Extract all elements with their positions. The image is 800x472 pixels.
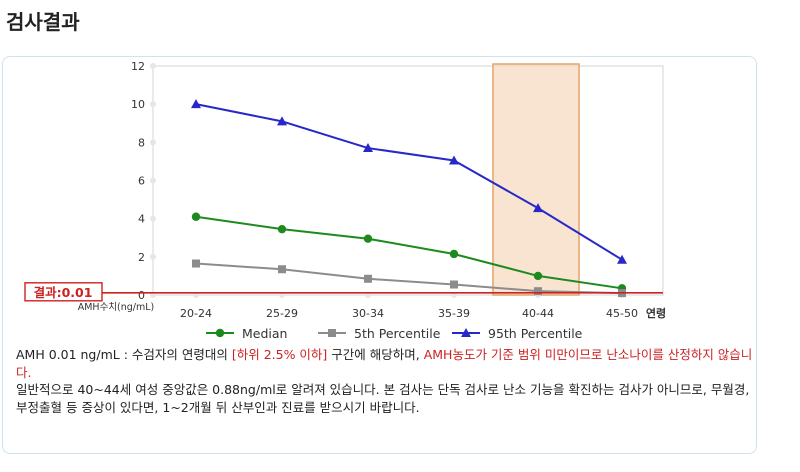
point-median — [277, 224, 287, 234]
point-5th-percentile — [534, 287, 542, 296]
x-tick-label: 30-34 — [352, 307, 384, 320]
point-median — [449, 249, 459, 259]
y-tick-dot — [150, 63, 156, 69]
point-95th-percentile — [363, 143, 373, 153]
highlight-band-40-44 — [492, 63, 580, 296]
y-tick-label: 0 — [138, 289, 145, 302]
legend-marker-5th-percentile — [328, 329, 336, 337]
y-tick-label: 4 — [138, 213, 145, 226]
y-tick-dot — [150, 253, 156, 260]
x-tick-label: 40-44 — [522, 307, 554, 320]
series-line-95th-percentile — [195, 103, 623, 261]
point-median — [363, 234, 373, 243]
series-line-median — [195, 215, 623, 290]
explanation-mid: 구간에 해당하며, — [327, 347, 424, 362]
point-95th-percentile — [449, 155, 459, 165]
legend-marker-95th-percentile — [461, 328, 471, 337]
explanation-prefix: AMH 0.01 ng/mL : 수검자의 연령대의 — [16, 347, 232, 362]
x-tick-label: 25-29 — [266, 307, 298, 320]
y-tick-dot — [150, 215, 156, 222]
point-5th-percentile — [364, 274, 372, 283]
result-label: 결과:0.01 — [34, 285, 93, 300]
y-tick-label: 8 — [138, 136, 145, 149]
explanation-line-1: AMH 0.01 ng/mL : 수검자의 연령대의 [하위 2.5% 이하] … — [16, 346, 756, 381]
point-median — [533, 271, 543, 281]
point-95th-percentile — [277, 116, 287, 126]
result-card — [2, 56, 757, 454]
explanation-line-2: 일반적으로 40~44세 여성 중앙값은 0.88ng/ml로 알려져 있습니다… — [16, 382, 750, 415]
legend-label-median: Median — [242, 326, 287, 341]
x-axis-label: 연령 — [646, 306, 666, 320]
point-5th-percentile — [192, 259, 200, 268]
result-label-box — [24, 282, 103, 302]
point-5th-percentile — [278, 265, 286, 274]
y-tick-dot — [150, 177, 156, 184]
page-title: 검사결과 — [6, 10, 80, 34]
point-95th-percentile — [617, 254, 627, 264]
legend-label-5th-percentile: 5th Percentile — [354, 326, 441, 341]
legend-marker-median — [215, 328, 225, 338]
series-line-5th-percentile — [195, 262, 623, 295]
x-tick-label: 35-39 — [438, 307, 470, 320]
result-explanation: AMH 0.01 ng/mL : 수검자의 연령대의 [하위 2.5% 이하] … — [16, 346, 756, 416]
y-axis-label: AMH수치(ng/mL) — [78, 301, 155, 313]
amh-chart: 0 2 4 6 8 10 12 AMH수치(ng/mL) 20-24 25-29 30-34 35-… — [24, 60, 666, 341]
y-tick-dot — [150, 101, 156, 108]
x-tick-label: 20-24 — [180, 307, 212, 320]
point-95th-percentile — [191, 99, 201, 109]
point-95th-percentile — [533, 203, 543, 213]
y-tick-dot — [150, 139, 156, 146]
plot-area — [152, 65, 664, 296]
x-tick-label: 45-50 — [606, 307, 638, 320]
legend-label-95th-percentile: 95th Percentile — [488, 326, 583, 341]
y-tick-label: 12 — [131, 60, 145, 73]
age-not-calculated-warning: AMH농도가 기준 범위 미만이므로 난소나이를 산정하지 않습니다. — [16, 347, 753, 380]
y-tick-label: 10 — [131, 98, 145, 111]
y-tick-label: 2 — [138, 251, 145, 264]
percentile-range: [하위 2.5% 이하] — [231, 347, 328, 362]
point-median — [191, 212, 201, 221]
point-5th-percentile — [450, 280, 458, 289]
y-tick-label: 6 — [138, 175, 145, 188]
